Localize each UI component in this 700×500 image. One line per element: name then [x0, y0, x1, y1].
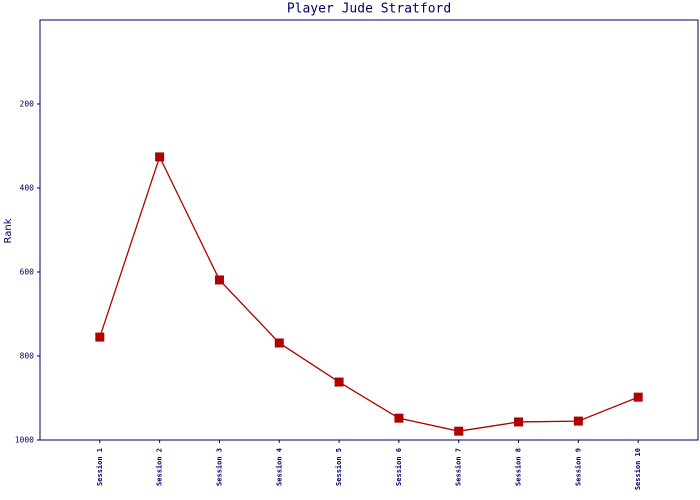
x-tick-label: Session 3 [215, 448, 223, 486]
x-tick-label: Session 1 [96, 448, 104, 486]
data-point [95, 332, 105, 342]
x-tick-label: Session 6 [395, 448, 403, 486]
data-point [454, 426, 464, 436]
y-tick-label: 800 [20, 352, 35, 361]
y-tick-label: 400 [20, 184, 35, 193]
data-point [334, 377, 344, 387]
x-tick-label: Session 8 [515, 448, 523, 486]
data-point [394, 413, 404, 423]
data-point [155, 152, 165, 162]
x-tick-label: Session 7 [455, 448, 463, 486]
y-tick-label: 1000 [15, 436, 34, 445]
data-line [99, 155, 639, 432]
data-point [633, 392, 643, 402]
data-point [514, 417, 524, 427]
y-tick-label: 600 [20, 268, 35, 277]
plot-frame [39, 19, 699, 441]
x-tick-label: Session 4 [275, 448, 283, 486]
x-tick-label: Session 9 [574, 448, 582, 486]
y-axis-label: Rank [3, 218, 14, 243]
data-point [274, 338, 284, 348]
y-tick-label: 200 [20, 100, 35, 109]
x-tick-label: Session 2 [156, 448, 164, 486]
x-tick-label: Session 5 [335, 448, 343, 486]
chart-title: Player Jude Stratford [287, 2, 451, 17]
x-tick-label: Session 10 [634, 448, 642, 490]
data-point [214, 275, 224, 285]
data-point [573, 416, 583, 426]
